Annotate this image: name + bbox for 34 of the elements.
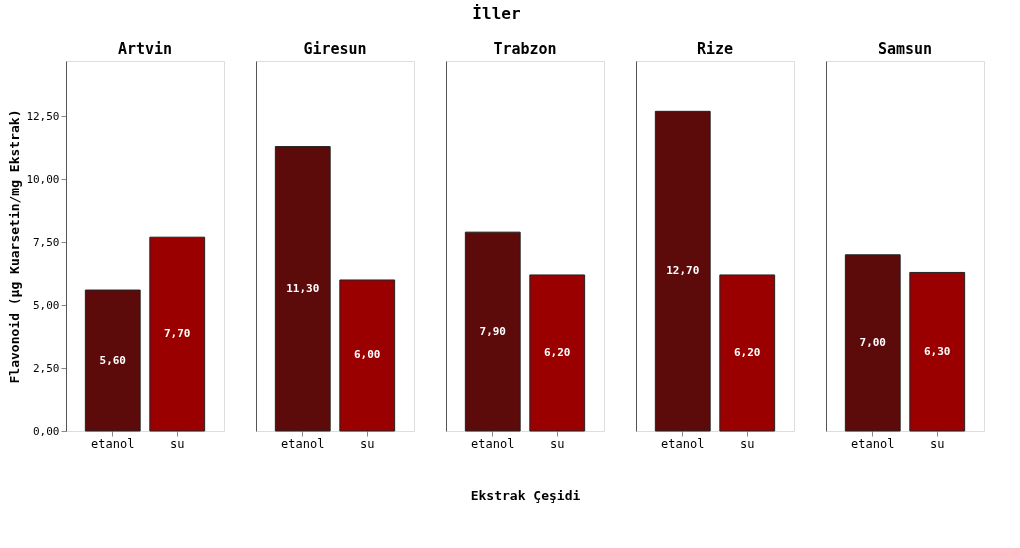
y-tick-label: 12,50 (26, 109, 60, 123)
x-tick-label: etanol (91, 436, 135, 451)
data-label: 6,20 (733, 345, 761, 359)
x-tick-label: su (550, 436, 565, 451)
x-tick-label: su (170, 436, 185, 451)
y-tick-label: 10,00 (26, 172, 60, 186)
x-tick-label: etanol (281, 436, 325, 451)
x-tick-label: etanol (471, 436, 515, 451)
chart-title: Rize (696, 40, 734, 58)
data-label: 6,00 (353, 348, 381, 362)
data-label: 7,00 (859, 335, 887, 349)
data-label: 11,30 (286, 281, 320, 295)
x-tick-label: su (360, 436, 375, 451)
chart-title: Samsun (877, 40, 933, 58)
y-tick-label: 2,50 (33, 361, 60, 375)
data-label: 7,90 (479, 324, 507, 338)
data-label: 12,70 (666, 264, 700, 278)
x-tick-label: su (740, 436, 755, 451)
data-label: 5,60 (99, 353, 127, 367)
chart-title: Artvin (117, 40, 173, 58)
x-tick-label: etanol (661, 436, 705, 451)
x-tick-label: su (930, 436, 945, 451)
text: İller (472, 3, 521, 23)
x-tick-label: etanol (851, 436, 895, 451)
y-tick-label: 5,00 (33, 298, 60, 312)
x-axis-title: Ekstrak Çeşidi (470, 487, 581, 503)
chart-title: Giresun (303, 40, 367, 58)
y-axis-title: Flavonoid (µg Kuarsetin/mg Ekstrak) (7, 109, 23, 384)
y-tick-label: 0,00 (33, 424, 60, 438)
chart-title: Trabzon (493, 40, 557, 58)
data-label: 6,30 (923, 344, 951, 358)
data-label: 6,20 (543, 345, 571, 359)
data-label: 7,70 (163, 327, 191, 341)
y-tick-label: 7,50 (33, 235, 60, 249)
